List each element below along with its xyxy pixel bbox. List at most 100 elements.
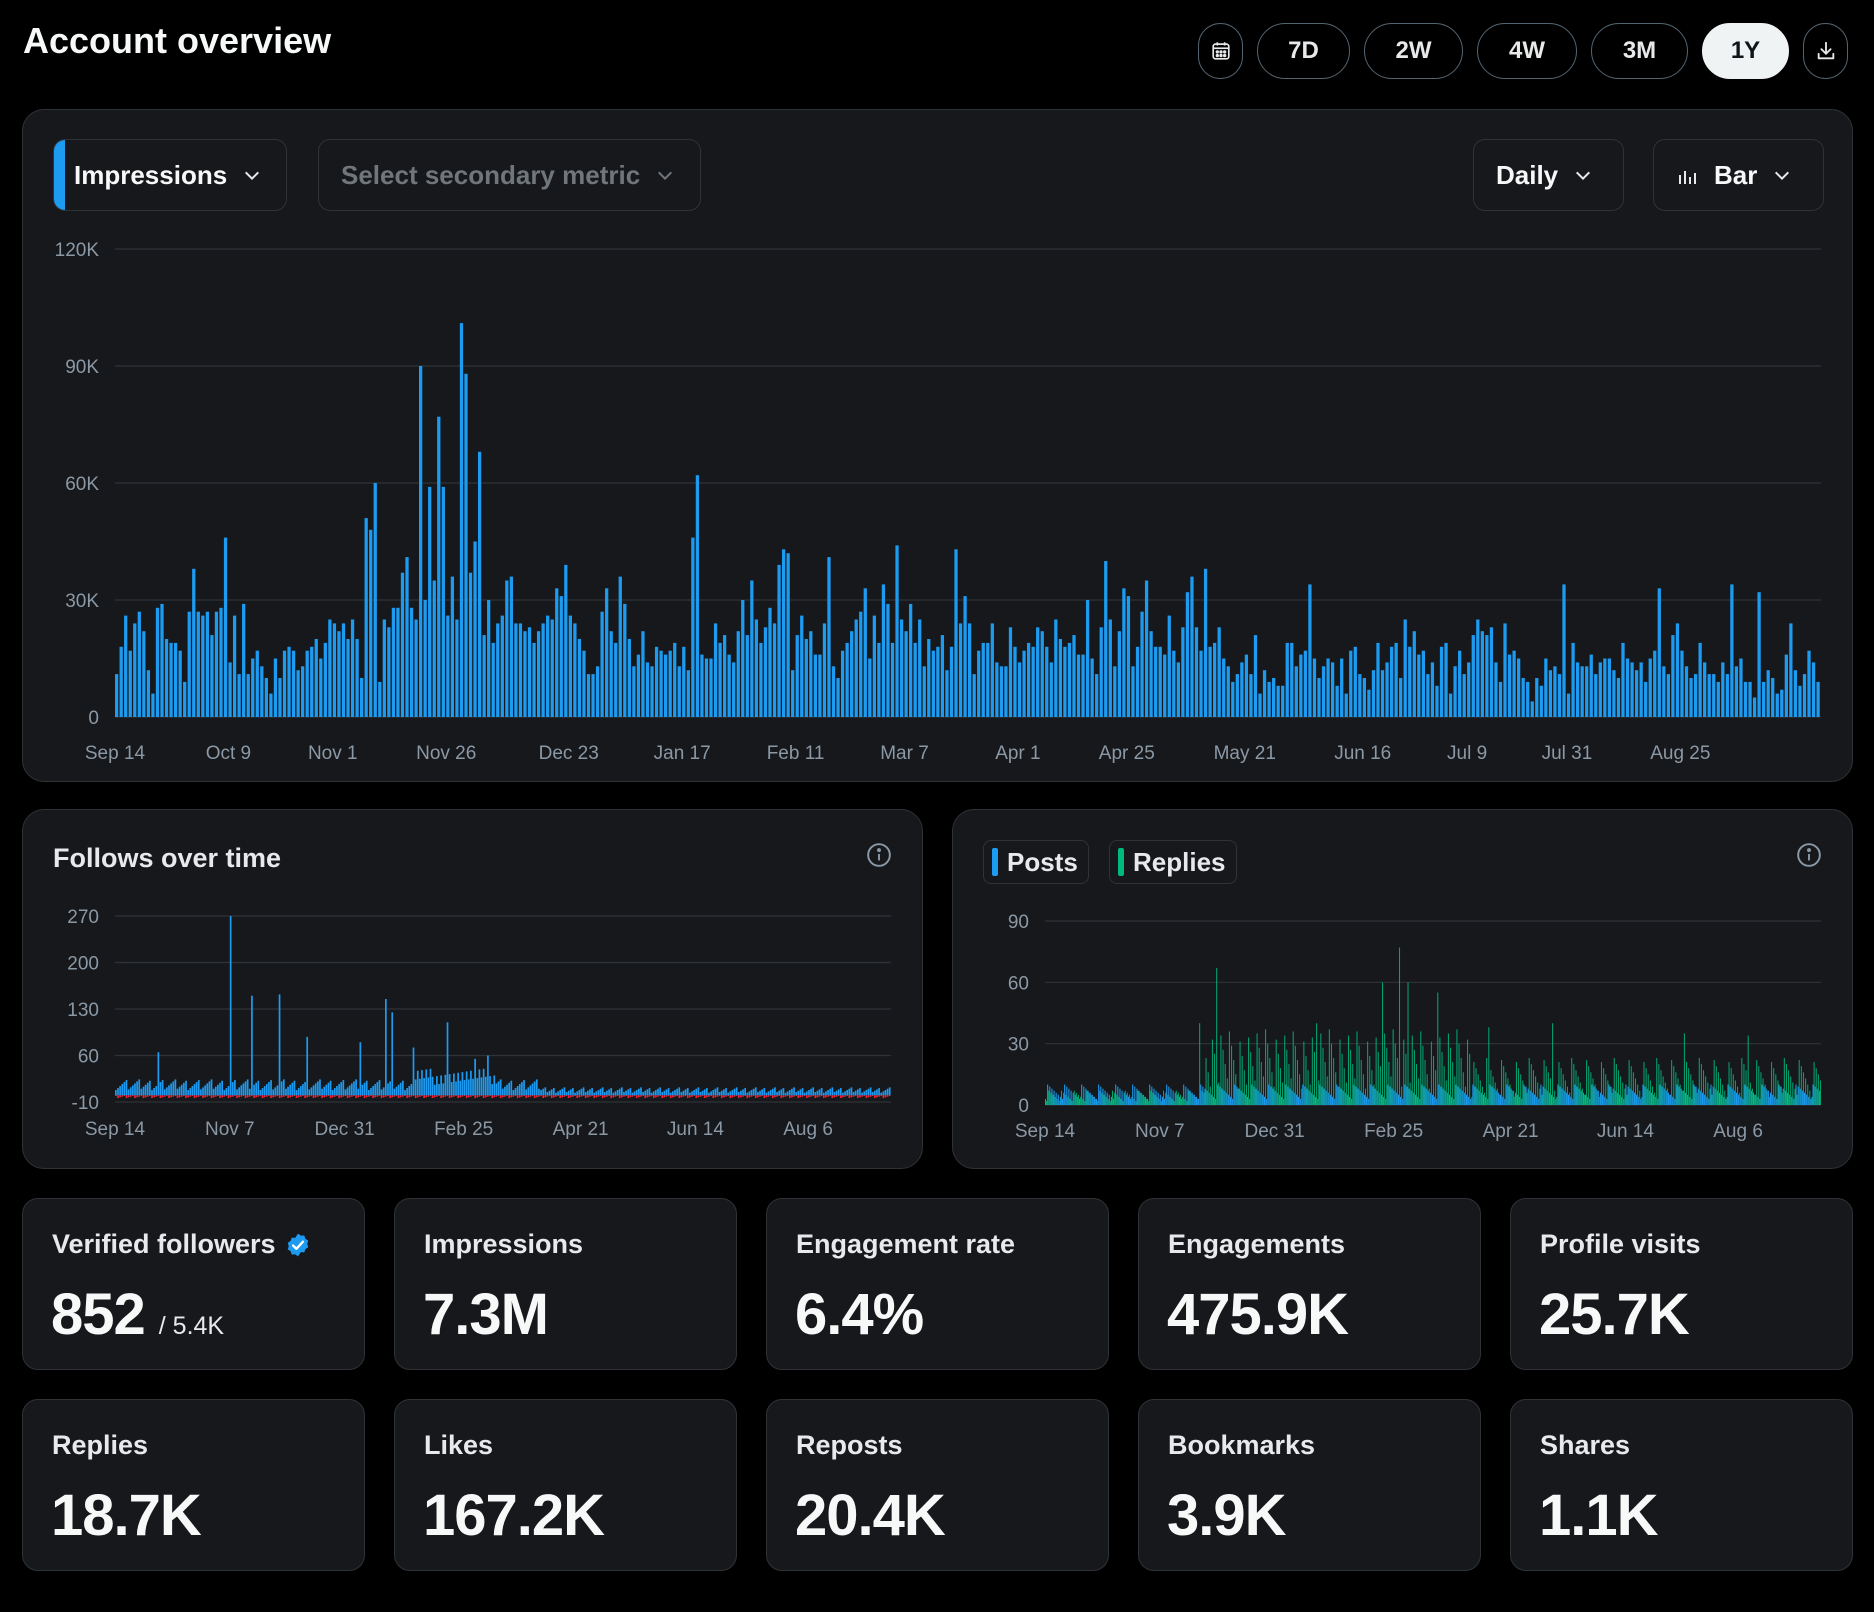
stat-profile-visits[interactable]: Profile visits 25.7K [1510, 1198, 1853, 1370]
range-2w-button[interactable]: 2W [1364, 23, 1463, 79]
stat-engagement-rate[interactable]: Engagement rate 6.4% [766, 1198, 1109, 1370]
replies-bar [1413, 1049, 1415, 1105]
info-icon[interactable] [1796, 842, 1822, 868]
period-dropdown[interactable]: Daily [1473, 139, 1624, 211]
unfollows-bar [795, 1095, 798, 1097]
impressions-bar [668, 650, 672, 717]
impressions-bar [795, 635, 799, 717]
stat-reposts[interactable]: Reposts 20.4K [766, 1399, 1109, 1571]
posts-bar [1412, 1092, 1414, 1105]
impressions-bar [1662, 666, 1666, 717]
replies-bar [1073, 1090, 1075, 1105]
impressions-bar [273, 658, 278, 717]
unfollows-bar [548, 1095, 551, 1097]
range-4w-button[interactable]: 4W [1477, 23, 1577, 79]
posts-bar [1232, 1098, 1234, 1105]
impressions-bar [1594, 674, 1598, 717]
replies-bar [1471, 1096, 1473, 1105]
unfollows-bar [780, 1095, 783, 1099]
follows-bar [340, 1082, 343, 1096]
impressions-bar [1276, 685, 1280, 717]
unfollows-bar [752, 1095, 755, 1097]
legend-replies[interactable]: Replies [1109, 840, 1237, 884]
follows-bar [161, 1080, 164, 1096]
stat-shares[interactable]: Shares 1.1K [1510, 1399, 1853, 1571]
follows-bar [183, 1082, 185, 1096]
stat-bookmarks[interactable]: Bookmarks 3.9K [1138, 1399, 1481, 1571]
posts-bar [1572, 1098, 1574, 1105]
secondary-metric-dropdown[interactable]: Select secondary metric [318, 139, 701, 211]
replies-bar [1167, 1094, 1169, 1105]
posts-bar [1795, 1084, 1797, 1105]
replies-bar [1526, 1092, 1528, 1105]
follows-bar [869, 1087, 872, 1096]
impressions-bar [1585, 666, 1589, 717]
impressions-bar [568, 615, 572, 717]
stat-likes[interactable]: Likes 167.2K [394, 1399, 737, 1571]
impressions-bar [813, 654, 818, 717]
range-3m-button[interactable]: 3M [1591, 23, 1688, 79]
follows-bar [319, 1079, 321, 1096]
replies-bar [1428, 1088, 1430, 1105]
replies-bar [1188, 1090, 1190, 1105]
stat-engagements[interactable]: Engagements 475.9K [1138, 1198, 1481, 1370]
follows-bar [850, 1087, 853, 1096]
y-tick-label: -10 [72, 1093, 99, 1114]
unfollows-bar [865, 1095, 868, 1099]
replies-bar [1069, 1098, 1071, 1105]
follows-bar [493, 1075, 496, 1096]
follows-bar [440, 1075, 442, 1096]
posts-bar [1136, 1088, 1138, 1105]
unfollows-bar [429, 1095, 432, 1097]
download-button[interactable] [1803, 23, 1848, 79]
range-1y-button[interactable]: 1Y [1702, 23, 1789, 79]
replies-bar [1751, 1088, 1753, 1105]
stat-verified-followers[interactable]: Verified followers 852/ 5.4K [22, 1198, 365, 1370]
impressions-bar [1689, 678, 1693, 717]
posts-bar [1115, 1084, 1117, 1105]
range-7d-button[interactable]: 7D [1257, 23, 1350, 79]
x-tick-label: Feb 25 [1364, 1121, 1423, 1142]
unfollows-bar [170, 1095, 172, 1098]
posts-bar [1559, 1086, 1561, 1105]
impressions-bar [1326, 658, 1330, 717]
replies-bar [1605, 1074, 1607, 1105]
unfollows-bar [844, 1095, 846, 1097]
follows-bar [299, 1086, 302, 1096]
follows-bar [433, 1084, 436, 1096]
unfollows-bar [712, 1095, 715, 1099]
unfollows-bar [161, 1095, 164, 1098]
unfollows-bar [467, 1095, 470, 1098]
impressions-bar [523, 631, 527, 717]
unfollows-bar [799, 1095, 802, 1098]
impressions-bar [931, 650, 935, 717]
stat-replies[interactable]: Replies 18.7K [22, 1399, 365, 1571]
follows-bar [312, 1085, 315, 1096]
stat-impressions[interactable]: Impressions 7.3M [394, 1198, 737, 1370]
impressions-bar [477, 451, 482, 717]
unfollows-bar [648, 1095, 651, 1097]
posts-bar [1568, 1094, 1570, 1105]
follows-bar [782, 1088, 785, 1096]
replies-bar [1060, 1090, 1063, 1105]
calendar-button[interactable] [1198, 23, 1243, 79]
impressions-bar [1371, 670, 1376, 717]
replies-bar [1099, 1090, 1101, 1105]
follows-bar [720, 1090, 723, 1096]
unfollows-bar [389, 1095, 391, 1099]
impressions-bar [1521, 678, 1525, 717]
follows-bar [436, 1076, 438, 1096]
info-icon[interactable] [866, 842, 892, 868]
follows-bar [361, 1084, 364, 1096]
posts-bar [1550, 1094, 1553, 1105]
legend-posts[interactable]: Posts [983, 840, 1089, 884]
primary-metric-dropdown[interactable]: Impressions [53, 139, 287, 211]
posts-bar [1187, 1088, 1189, 1105]
unfollows-bar [504, 1095, 506, 1097]
follows-bar [778, 1090, 781, 1096]
chart-type-dropdown[interactable]: Bar [1653, 139, 1824, 211]
replies-bar [1116, 1094, 1118, 1105]
impressions-bar [977, 650, 981, 717]
follows-bar [618, 1088, 621, 1096]
posts-bar [1168, 1086, 1170, 1105]
